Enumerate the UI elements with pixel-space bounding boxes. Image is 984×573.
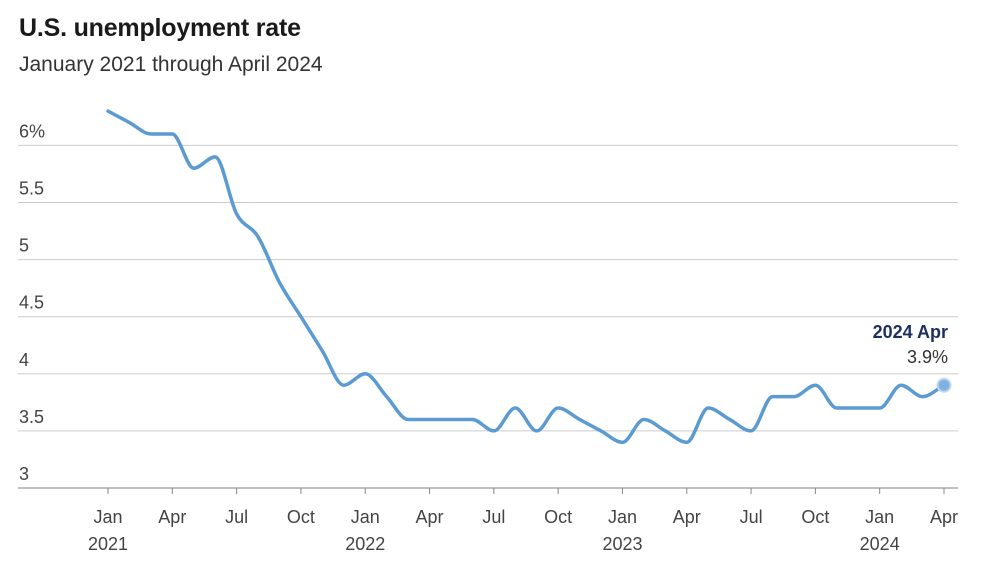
data-point-2022-07: [491, 428, 497, 434]
x-tick-label: Jul: [740, 507, 763, 527]
data-point-2022-12: [598, 428, 604, 434]
x-tick-label: Apr: [416, 507, 444, 527]
data-point-2023-11: [834, 405, 840, 411]
latest-value-annotation: 2024 Apr 3.9%: [873, 322, 952, 393]
data-point-2023-07: [748, 428, 754, 434]
data-point-2022-06: [469, 416, 475, 422]
y-tick-label: 3.5: [19, 407, 44, 427]
data-point-2023-04: [684, 439, 690, 445]
x-tick-label: Apr: [930, 507, 958, 527]
annotation-value: 3.9%: [907, 347, 948, 367]
data-point-2021-09: [276, 279, 282, 285]
data-point-2022-09: [534, 428, 540, 434]
x-tick-label: Jan: [865, 507, 894, 527]
x-tick-label: Oct: [544, 507, 572, 527]
data-point-2021-11: [319, 348, 325, 354]
y-tick-label: 5: [19, 236, 29, 256]
data-point-2022-01: [362, 371, 368, 377]
x-axis: Jan 2021 Apr Jul Oct Jan 2022 Apr Jul Oct Jan 2023 A…: [18, 487, 958, 554]
x-tick-label: Oct: [801, 507, 829, 527]
series-line-layer: [106, 109, 946, 445]
y-tick-label: 5.5: [19, 179, 44, 199]
data-point-2024-01: [877, 405, 883, 411]
data-point-2023-03: [662, 428, 668, 434]
y-tick-label: 4: [19, 350, 29, 370]
x-tick-year-label: 2022: [345, 534, 385, 554]
y-tick-label: 6%: [19, 121, 45, 141]
data-point-2023-12: [855, 405, 861, 411]
data-point-2021-06: [212, 154, 218, 160]
gridlines: [18, 144, 958, 432]
data-point-2022-03: [405, 416, 411, 422]
data-point-2022-10: [555, 405, 561, 411]
x-tick-label: Jan: [351, 507, 380, 527]
x-tick-label: Apr: [158, 507, 186, 527]
data-point-2021-12: [341, 382, 347, 388]
y-axis-tick-labels: 3 3.5 4 4.5 5 5.5 6%: [19, 121, 45, 484]
latest-point-marker: [936, 377, 952, 393]
data-point-2023-01: [619, 439, 625, 445]
data-point-2021-03: [148, 131, 154, 137]
data-point-2021-01: [105, 108, 111, 114]
x-tick-label: Jan: [608, 507, 637, 527]
x-tick-label: Apr: [673, 507, 701, 527]
data-point-2022-11: [577, 416, 583, 422]
y-tick-label: 4.5: [19, 293, 44, 313]
data-point-2021-07: [234, 211, 240, 217]
data-point-2021-04: [169, 131, 175, 137]
data-point-2023-10: [812, 382, 818, 388]
data-point-2021-05: [191, 165, 197, 171]
data-points: [105, 108, 947, 445]
data-point-2022-04: [427, 416, 433, 422]
data-point-2021-02: [126, 120, 132, 126]
data-point-2023-02: [641, 416, 647, 422]
data-point-2023-05: [705, 405, 711, 411]
x-tick-label: Jan: [93, 507, 122, 527]
data-point-2022-08: [512, 405, 518, 411]
data-point-2022-02: [384, 394, 390, 400]
y-tick-label: 3: [19, 464, 29, 484]
data-point-2023-09: [791, 394, 797, 400]
x-tick-label: Oct: [287, 507, 315, 527]
data-point-2021-08: [255, 234, 261, 240]
x-tick-year-label: 2021: [88, 534, 128, 554]
data-point-2024-03: [920, 394, 926, 400]
chart-title: U.S. unemployment rate: [19, 14, 301, 42]
data-point-2023-06: [727, 416, 733, 422]
data-point-2021-10: [298, 314, 304, 320]
data-point-2023-08: [770, 394, 776, 400]
x-tick-label: Jul: [482, 507, 505, 527]
x-tick-label: Jul: [225, 507, 248, 527]
x-tick-year-label: 2024: [860, 534, 900, 554]
unemployment-rate-line: [106, 109, 946, 445]
annotation-title: 2024 Apr: [873, 322, 948, 342]
data-point-2024-02: [898, 382, 904, 388]
data-point-2022-05: [448, 416, 454, 422]
chart-subtitle: January 2021 through April 2024: [19, 53, 323, 76]
x-tick-year-label: 2023: [602, 534, 642, 554]
